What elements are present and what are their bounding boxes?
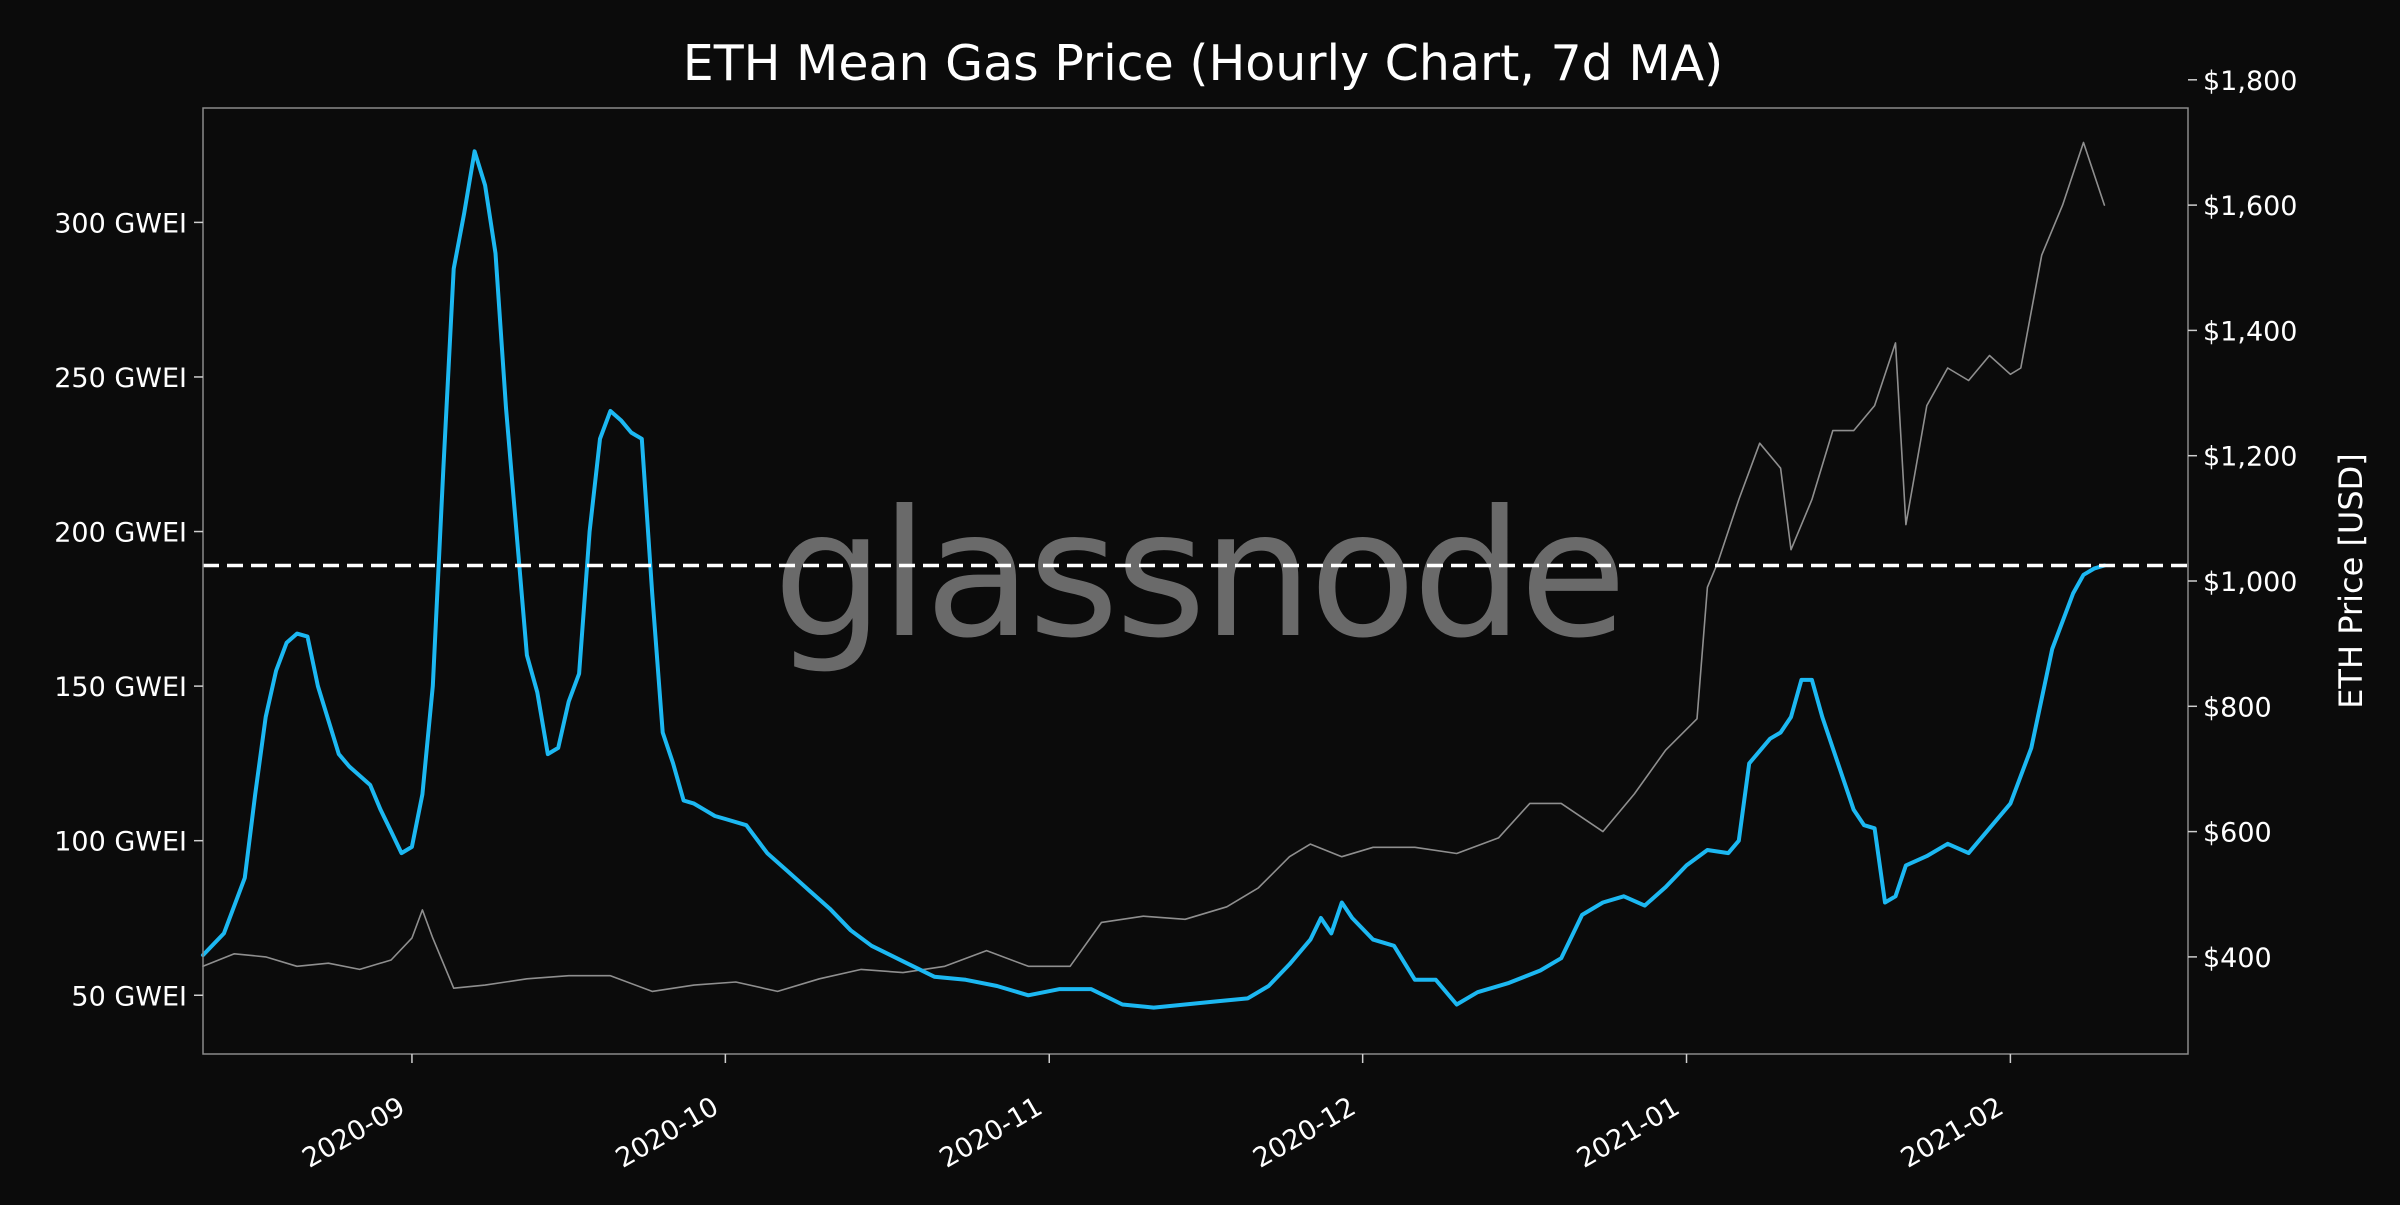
right-y-tick-label: $400: [2203, 943, 2272, 974]
x-tick-label: 2021-02: [1896, 1091, 2009, 1174]
left-y-tick-label: 200 GWEI: [54, 518, 187, 549]
eth-price-series-line: [202, 141, 2106, 993]
chart-title: ETH Mean Gas Price (Hourly Chart, 7d MA): [683, 35, 1724, 92]
glassnode-watermark: glassnode: [773, 474, 1623, 677]
gas-price-series-line: [201, 149, 2107, 1010]
right-y-tick-label: $600: [2203, 818, 2272, 849]
right-y-tick-label: $1,000: [2203, 567, 2297, 598]
right-y-tick-label: $1,600: [2203, 191, 2297, 222]
left-y-tick-label: 150 GWEI: [54, 672, 187, 703]
right-y-tick-label: $1,400: [2203, 316, 2297, 347]
x-tick-label: 2020-09: [297, 1091, 410, 1174]
right-y-tick-label: $1,200: [2203, 442, 2297, 473]
left-y-tick-label: 100 GWEI: [54, 827, 187, 858]
left-y-tick-label: 250 GWEI: [54, 363, 187, 394]
series-layer: [201, 141, 2107, 1010]
x-tick-label: 2021-01: [1572, 1091, 1685, 1174]
right-axis-label: ETH Price [USD]: [2332, 453, 2370, 709]
left-y-tick-label: 300 GWEI: [54, 208, 187, 239]
left-y-tick-label: 50 GWEI: [71, 981, 187, 1012]
right-y-tick-label: $800: [2203, 692, 2272, 723]
x-tick-label: 2020-12: [1248, 1091, 1361, 1174]
right-y-tick-label: $1,800: [2203, 66, 2297, 97]
x-tick-label: 2020-11: [935, 1091, 1048, 1174]
x-tick-label: 2020-10: [611, 1091, 724, 1174]
